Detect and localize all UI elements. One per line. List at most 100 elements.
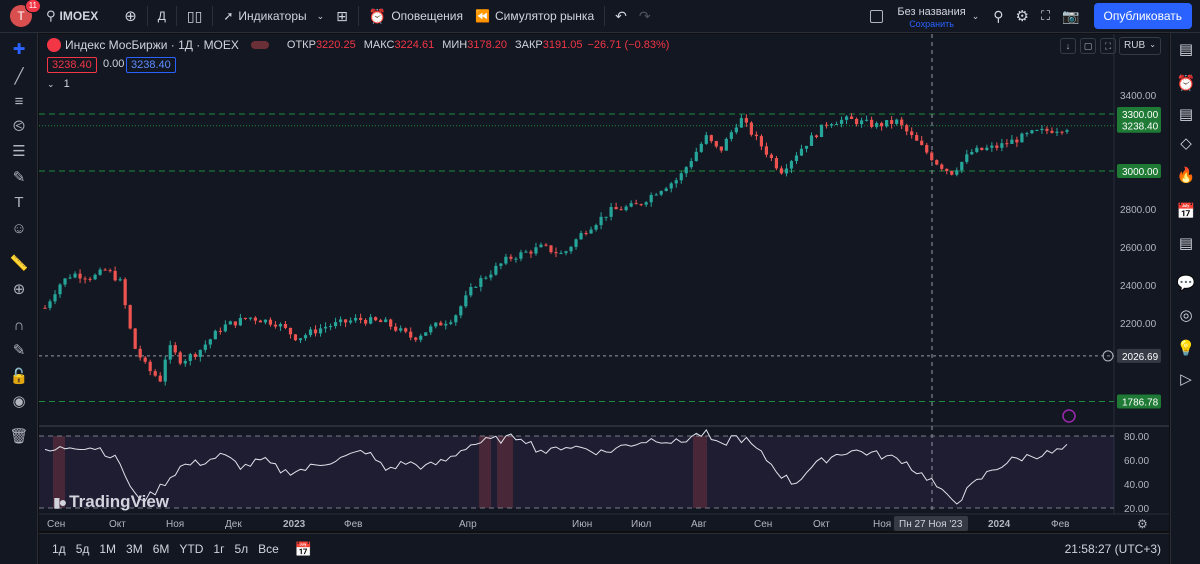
range-button[interactable]: 6М [152,542,170,556]
ideas-icon[interactable]: ▤ [1178,235,1194,252]
lock-icon[interactable]: 🔓 [9,368,29,385]
horizontal-lines-icon[interactable]: ≡ [14,92,24,110]
fib-icon[interactable]: ☰ [12,143,26,160]
range-button[interactable]: 1г [213,542,225,556]
candle-body [193,354,197,357]
ask-price-box[interactable]: 3238.40 [126,57,176,73]
divider [146,6,148,26]
notification-bell-icon[interactable] [1176,369,1196,389]
pitchfork-icon[interactable]: ⧀ [12,117,25,135]
candle-body [744,118,748,123]
lock-drawing-icon[interactable]: ✎ [12,342,26,359]
range-button[interactable]: YTD [179,542,204,556]
bell-icon[interactable]: ▷ [1180,371,1192,388]
watchlist-icon[interactable]: ▤ [1178,41,1194,58]
candle-body [88,278,92,280]
price-axis-tick: 2800.00 [1120,205,1157,216]
candle-body [1065,130,1069,132]
trash-icon[interactable]: 🗑 [9,428,29,445]
emoji-icon[interactable]: ☺ [11,219,27,237]
candle-body [784,168,789,174]
range-button[interactable]: 5д [75,542,90,556]
candle-body [814,135,819,137]
indicators-count: 1 [63,78,70,90]
magnet-icon[interactable]: ∩ [13,316,25,334]
range-button[interactable]: 3М [126,542,143,556]
publish-button[interactable]: Опубликовать [1093,3,1192,29]
target-icon[interactable]: ◎ [1179,307,1193,324]
candle-body [960,161,964,171]
calendar-range-icon[interactable]: 📅 [294,540,313,557]
alerts-button[interactable]: ⏰ Оповещения [363,0,469,33]
candle-body [734,127,738,133]
crosshair-icon[interactable]: ✚ [12,41,26,58]
chart-canvas[interactable]: 3400.00 2800.00 2600.00 2400.00 2200.00 3300.… [39,34,1169,531]
quick-search-button[interactable]: ⚲ [987,0,1009,33]
redo-button[interactable]: ↷ [633,0,657,33]
user-avatar[interactable]: T 11 [10,0,41,27]
candle-body [619,209,623,211]
candle-body [975,147,979,152]
candle-body [614,207,618,210]
series-title: Индекс МосБиржи · 1Д · MOEX [65,38,239,52]
undo-button[interactable]: ↶ [609,0,633,33]
candle-body [328,326,333,328]
symbol-search-button[interactable]: ⚲ IMOEX [40,0,104,33]
bid-price-box[interactable]: 3238.40 [47,57,97,73]
arrow-down-icon[interactable]: ↓ [1060,38,1076,54]
candle-body [173,345,177,353]
compare-button[interactable]: ⊕ [118,0,143,33]
replay-button[interactable]: ⏪ Симулятор рынка [469,0,600,33]
range-button[interactable]: 5л [234,542,249,556]
currency-select[interactable]: RUB ⌄ [1119,37,1161,55]
alerts-label: Оповещения [391,9,464,23]
indicators-toggle[interactable]: ⌄ 1 [47,78,70,90]
candle-body [659,191,663,195]
eye-icon[interactable]: ◉ [12,393,26,410]
snapshot-button[interactable]: 📷 [1056,0,1085,33]
price-axis-tick: 2400.00 [1120,281,1157,292]
layouts-button[interactable]: ⊞ [330,0,354,33]
calendar-icon[interactable]: 📅 [1176,203,1196,220]
candle-body [338,319,343,323]
settings-button[interactable]: ⚙ [1010,0,1035,33]
chevron-down-icon[interactable]: ⌄ [971,10,980,21]
hotlists-icon[interactable]: 🔥 [1176,167,1196,184]
fullscreen-button[interactable]: ⛶ [1035,0,1056,33]
maximize-icon[interactable]: ⛶ [1100,38,1116,54]
candle-body [504,256,508,264]
layers-icon[interactable]: ◇ [1180,135,1192,152]
candle-body [303,335,308,339]
chart-type-button[interactable]: ▯▯ [181,0,208,33]
pine-icon[interactable]: 💡 [1176,340,1196,357]
candle-body [584,233,588,235]
range-button[interactable]: Все [258,542,279,556]
layout-menu-button[interactable]: Без названия Сохранить [891,0,971,33]
candle-body [394,326,398,331]
chart-pane[interactable]: 3400.00 2800.00 2600.00 2400.00 2200.00 3300.… [39,34,1169,531]
range-button[interactable]: 1д [52,542,66,556]
candle-body [429,326,433,333]
ruler-icon[interactable]: 📏 [9,255,29,272]
close-value: 3191.05 [542,39,583,51]
interval-button[interactable]: Д [157,9,166,23]
candle-body [474,286,478,288]
candle-body [48,301,52,308]
zoom-in-icon[interactable]: ⊕ [12,281,26,298]
brush-icon[interactable]: ✎ [12,169,26,186]
alerts-clock-icon[interactable]: ⏰ [1176,75,1196,92]
indicators-button[interactable]: ➚ Индикаторы ⌄ [217,0,330,33]
text-icon[interactable]: T [14,193,24,211]
chat-icon[interactable]: 💬 [1176,275,1196,292]
layout-select-checkbox[interactable] [870,9,884,23]
details-icon[interactable]: ▤ [1178,106,1194,123]
candle-body [709,135,713,142]
collapse-icon[interactable]: ▢ [1080,38,1096,54]
fullscreen-icon: ⛶ [1040,8,1051,23]
candle-body [534,247,538,254]
candle-body [604,216,608,218]
range-button[interactable]: 1М [99,542,117,556]
forward-icon[interactable] [1176,338,1196,358]
candle-body [73,273,77,278]
trend-line-icon[interactable]: ╱ [14,68,24,85]
